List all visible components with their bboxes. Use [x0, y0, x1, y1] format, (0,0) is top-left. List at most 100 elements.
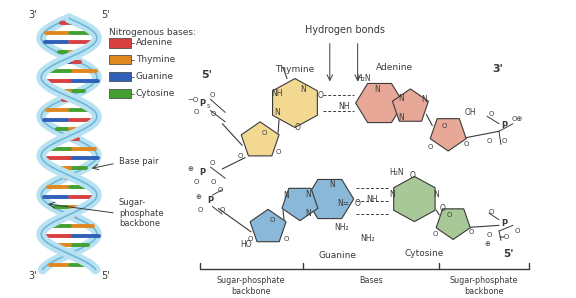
Text: O: O [211, 179, 216, 185]
Bar [109, 55, 131, 64]
Text: 5': 5' [201, 70, 212, 80]
Text: Cytosine: Cytosine [405, 249, 444, 258]
Polygon shape [282, 188, 318, 221]
Text: N: N [300, 85, 306, 94]
Text: 3': 3' [29, 271, 37, 281]
Text: 5': 5' [503, 249, 514, 259]
Text: N: N [399, 113, 404, 122]
Text: Sugar-phosphate
backbone: Sugar-phosphate backbone [217, 276, 286, 296]
Text: N: N [389, 190, 395, 199]
Text: Bases: Bases [360, 276, 384, 285]
Text: NH₂: NH₂ [335, 223, 349, 232]
Text: N: N [305, 209, 311, 218]
Text: O: O [410, 171, 415, 180]
Text: O: O [318, 91, 324, 100]
Text: N: N [433, 190, 439, 199]
Text: NH: NH [366, 195, 377, 204]
Polygon shape [306, 179, 354, 218]
Text: 3': 3' [492, 64, 503, 74]
Text: O: O [295, 123, 301, 132]
Text: ⊕: ⊕ [195, 194, 202, 200]
Text: NH: NH [338, 102, 350, 111]
Text: O: O [439, 204, 445, 213]
Text: N=: N= [338, 199, 350, 208]
Text: O⊕: O⊕ [511, 116, 522, 122]
Text: O: O [219, 207, 225, 213]
Text: N: N [375, 85, 380, 94]
Text: S: S [207, 104, 210, 109]
Text: HO: HO [240, 240, 252, 249]
Text: O: O [194, 109, 199, 115]
Polygon shape [241, 122, 279, 156]
Text: O: O [468, 229, 474, 235]
Text: O: O [194, 179, 199, 185]
Bar [109, 89, 131, 98]
Text: Nitrogenous bases:: Nitrogenous bases: [109, 28, 196, 37]
Text: P: P [501, 219, 507, 228]
Text: 3': 3' [29, 10, 37, 20]
Text: O: O [270, 217, 275, 223]
Text: O: O [248, 235, 253, 242]
Text: Guanine: Guanine [319, 251, 357, 260]
Text: P: P [501, 121, 507, 130]
Text: =O: =O [498, 234, 510, 240]
Text: O: O [442, 122, 447, 129]
Text: O: O [486, 232, 492, 238]
Text: O: O [486, 138, 492, 144]
Text: 5': 5' [101, 10, 109, 20]
Polygon shape [392, 89, 429, 121]
Text: ⊕: ⊕ [188, 166, 194, 172]
Text: N: N [274, 108, 280, 117]
Polygon shape [394, 176, 435, 222]
Text: NH: NH [271, 89, 283, 98]
Text: O: O [283, 235, 289, 242]
Text: P: P [199, 168, 206, 177]
Polygon shape [355, 83, 403, 122]
Bar [109, 38, 131, 47]
Text: Thymine: Thymine [275, 65, 314, 74]
Text: O: O [488, 209, 494, 215]
Text: H₂N: H₂N [357, 74, 371, 83]
Polygon shape [272, 79, 317, 128]
Text: NH₂: NH₂ [361, 234, 375, 243]
Text: N: N [329, 180, 335, 190]
Text: O: O [464, 142, 469, 148]
Text: P: P [199, 99, 206, 108]
Polygon shape [430, 119, 466, 151]
Text: −O: −O [187, 97, 198, 103]
Text: 5': 5' [101, 271, 109, 281]
Text: N: N [422, 95, 427, 104]
Text: O: O [198, 207, 203, 213]
Text: O: O [210, 160, 215, 166]
Text: N: N [399, 94, 404, 103]
Text: O: O [237, 153, 243, 159]
Text: O: O [433, 231, 438, 237]
Text: O: O [446, 212, 452, 218]
Text: Thymine: Thymine [136, 55, 175, 64]
Polygon shape [436, 209, 470, 240]
Text: N: N [305, 190, 311, 199]
Text: O: O [210, 92, 215, 99]
Text: Base pair: Base pair [119, 157, 158, 166]
Text: H₂N: H₂N [389, 168, 404, 177]
Text: P: P [207, 196, 214, 205]
Text: O: O [427, 144, 433, 150]
Text: O: O [355, 199, 361, 208]
Text: Sugar-phosphate
backbone: Sugar-phosphate backbone [450, 276, 518, 296]
Text: O: O [262, 130, 267, 136]
Text: O: O [514, 228, 520, 234]
Text: OH: OH [464, 108, 476, 117]
Text: Hydrogen bonds: Hydrogen bonds [305, 25, 385, 35]
Text: Sugar-
phosphate
backbone: Sugar- phosphate backbone [119, 198, 164, 228]
Bar [109, 72, 131, 81]
Text: Cytosine: Cytosine [136, 89, 175, 98]
Text: Adenine: Adenine [376, 63, 413, 72]
Text: O: O [275, 149, 281, 155]
Text: Adenine: Adenine [136, 38, 173, 47]
Text: O: O [211, 111, 216, 117]
Text: O: O [501, 138, 507, 144]
Text: O: O [218, 187, 223, 193]
Text: N: N [283, 191, 289, 200]
Text: Guanine: Guanine [136, 72, 174, 81]
Text: ⊕: ⊕ [484, 241, 490, 247]
